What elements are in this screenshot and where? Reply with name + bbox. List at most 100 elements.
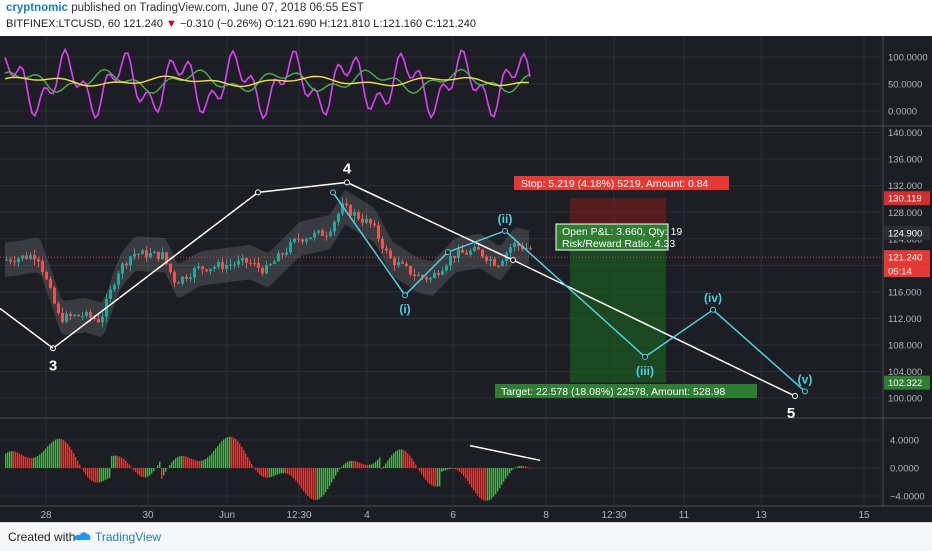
- histogram-bar: [77, 460, 79, 468]
- chart-svg[interactable]: 3 4 5 (i) (ii) (iii) (iv) (v) Stop: 5.219 (4.18…: [0, 36, 932, 522]
- histogram-bar: [479, 468, 481, 498]
- histogram-bar: [335, 468, 337, 476]
- candle-body: [109, 289, 112, 299]
- x-tick-label: 6: [450, 510, 456, 521]
- position-annotations: Stop: 5.219 (4.18%) 5219, Amount: 0.84 O…: [495, 176, 757, 398]
- histogram-bar: [517, 466, 519, 468]
- histogram-bar: [163, 468, 165, 476]
- candle-body: [433, 272, 436, 278]
- histogram-bar: [285, 468, 287, 474]
- secondary-wave-point: [445, 249, 451, 256]
- candle-body: [209, 268, 212, 272]
- candle-body: [149, 253, 152, 258]
- candle-body: [513, 243, 516, 248]
- ohlc-values: O:121.690 H:121.810 L:121.160 C:121.240: [264, 18, 476, 30]
- histogram-bar: [277, 468, 279, 475]
- x-tick-label: 15: [858, 510, 870, 521]
- oscillator-fast-line: [4, 47, 531, 120]
- histogram-bar: [427, 468, 429, 483]
- histogram-bar: [275, 468, 277, 476]
- author-name[interactable]: cryptnomic: [6, 2, 68, 14]
- histogram-bar: [523, 466, 525, 468]
- histogram-bar: [355, 461, 357, 468]
- histogram-bar: [229, 436, 231, 468]
- histogram-bar: [145, 468, 147, 478]
- histogram-bar: [7, 452, 9, 468]
- histogram-bar: [433, 468, 435, 487]
- histogram-pane: [5, 436, 541, 501]
- histogram-bar: [279, 468, 281, 474]
- histogram-bar: [177, 456, 179, 468]
- price-tag-stop: [884, 191, 930, 206]
- histogram-bar: [247, 457, 249, 468]
- histogram-bar: [425, 468, 427, 481]
- secondary-wave-label: (i): [399, 302, 410, 316]
- histogram-bar: [187, 457, 189, 468]
- histogram-bar: [371, 464, 373, 468]
- histogram-bar: [253, 467, 255, 468]
- histogram-bar: [407, 453, 409, 468]
- histogram-bar: [303, 468, 305, 492]
- histogram-bar: [485, 468, 487, 501]
- candle-body: [521, 246, 524, 250]
- histogram-bar: [451, 468, 453, 469]
- candle-body: [413, 274, 416, 277]
- candle-body: [325, 235, 328, 237]
- chart-header: cryptnomic published on TradingView.com,…: [0, 0, 932, 36]
- histogram-bar: [175, 458, 177, 468]
- histogram-bar: [197, 460, 199, 468]
- histogram-bar: [249, 460, 251, 468]
- histogram-bar: [461, 468, 463, 474]
- tradingview-logo-icon[interactable]: [72, 528, 92, 544]
- histogram-trendline: [469, 444, 541, 462]
- chart-area[interactable]: 3 4 5 (i) (ii) (iii) (iv) (v) Stop: 5.219 (4.18…: [0, 36, 932, 522]
- histogram-bar: [23, 455, 25, 468]
- candle-body: [101, 316, 104, 323]
- histogram-bar: [375, 461, 377, 468]
- histogram-bar: [271, 468, 273, 477]
- candle-body: [77, 314, 80, 317]
- primary-wave-point: [792, 393, 798, 400]
- symbol-label: BITFINEX:LTCUSD, 60: [6, 18, 121, 30]
- histogram-bar: [443, 468, 445, 471]
- histogram-bar: [329, 468, 331, 486]
- histogram-bar: [503, 468, 505, 482]
- y-tick-label: 112.000: [888, 314, 922, 325]
- primary-wave-point: [344, 179, 350, 186]
- histogram-bar: [51, 442, 53, 468]
- candle-body: [241, 258, 244, 261]
- histogram-bar: [333, 468, 335, 479]
- candle-body: [529, 248, 532, 250]
- candle-body: [217, 262, 220, 267]
- histogram-bar: [61, 439, 63, 468]
- histogram-bar: [11, 451, 13, 468]
- candle-body: [337, 213, 340, 222]
- histogram-bar: [439, 468, 441, 487]
- candle-body: [113, 284, 116, 290]
- histogram-bar: [411, 458, 413, 468]
- histogram-bar: [111, 456, 113, 468]
- oscillator-pane: [4, 47, 531, 120]
- candle-body: [5, 259, 8, 261]
- histogram-bar: [241, 446, 243, 468]
- histogram-bar: [39, 454, 41, 468]
- candle-body: [177, 282, 180, 284]
- histogram-bar: [519, 465, 521, 468]
- oscillator-tick-label: 100.0000: [888, 53, 928, 64]
- histogram-bar: [341, 466, 343, 468]
- stop-text: Stop: 5.219 (4.18%) 5219, Amount: 0.84: [521, 178, 709, 190]
- histogram-bar: [447, 468, 449, 470]
- candle-body: [373, 223, 376, 226]
- histogram-bar: [317, 468, 319, 500]
- price-tag-last: [884, 250, 930, 265]
- histogram-bar: [487, 468, 489, 501]
- histogram-bar: [135, 468, 137, 473]
- histogram-bar: [17, 452, 19, 468]
- histogram-bar: [499, 468, 501, 489]
- elliott-waves[interactable]: 3 4 5 (i) (ii) (iii) (iv) (v): [0, 160, 812, 422]
- candle-body: [137, 253, 140, 255]
- histogram-bar: [475, 468, 477, 494]
- tradingview-brand[interactable]: TradingView: [95, 530, 162, 544]
- histogram-bar: [377, 459, 379, 468]
- candle-body: [53, 287, 56, 304]
